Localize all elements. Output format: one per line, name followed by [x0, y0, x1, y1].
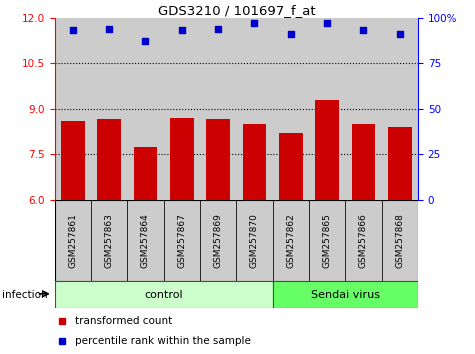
Bar: [345, 200, 381, 281]
Point: [69, 28, 76, 33]
Text: GSM257866: GSM257866: [359, 213, 368, 268]
Bar: [273, 200, 309, 281]
Bar: [163, 18, 200, 200]
Title: GDS3210 / 101697_f_at: GDS3210 / 101697_f_at: [158, 4, 315, 17]
Bar: [206, 120, 230, 200]
Bar: [381, 200, 418, 281]
Point: [178, 28, 186, 33]
Bar: [127, 200, 163, 281]
Bar: [236, 18, 273, 200]
Text: GSM257864: GSM257864: [141, 213, 150, 268]
Bar: [170, 118, 194, 200]
Bar: [315, 100, 339, 200]
Bar: [61, 121, 85, 200]
Bar: [97, 120, 121, 200]
Bar: [55, 18, 91, 200]
Text: Sendai virus: Sendai virus: [311, 290, 380, 300]
Bar: [243, 124, 266, 200]
Text: GSM257869: GSM257869: [214, 213, 223, 268]
Bar: [91, 18, 127, 200]
Text: GSM257865: GSM257865: [323, 213, 332, 268]
Text: percentile rank within the sample: percentile rank within the sample: [75, 336, 250, 346]
Point: [287, 31, 294, 37]
Text: infection: infection: [2, 290, 48, 299]
Point: [142, 39, 149, 44]
Bar: [345, 18, 381, 200]
Bar: [352, 124, 375, 200]
Bar: [133, 147, 157, 200]
Bar: [55, 281, 273, 308]
Bar: [381, 18, 418, 200]
Text: transformed count: transformed count: [75, 316, 172, 326]
Bar: [273, 281, 418, 308]
Bar: [273, 18, 309, 200]
Bar: [55, 200, 91, 281]
Point: [105, 26, 113, 32]
Bar: [163, 200, 200, 281]
Bar: [200, 200, 237, 281]
Text: GSM257868: GSM257868: [395, 213, 404, 268]
Bar: [309, 200, 345, 281]
Bar: [200, 18, 236, 200]
Bar: [309, 18, 345, 200]
Point: [214, 26, 222, 32]
Bar: [237, 200, 273, 281]
Text: GSM257870: GSM257870: [250, 213, 259, 268]
Point: [323, 20, 331, 26]
Bar: [91, 200, 127, 281]
Text: GSM257863: GSM257863: [104, 213, 114, 268]
Text: GSM257862: GSM257862: [286, 213, 295, 268]
Point: [360, 28, 367, 33]
Text: GSM257861: GSM257861: [68, 213, 77, 268]
Bar: [127, 18, 163, 200]
Text: control: control: [144, 290, 183, 300]
Text: GSM257867: GSM257867: [177, 213, 186, 268]
Bar: [279, 133, 303, 200]
Point: [251, 20, 258, 26]
Bar: [388, 127, 412, 200]
Point: [396, 31, 404, 37]
